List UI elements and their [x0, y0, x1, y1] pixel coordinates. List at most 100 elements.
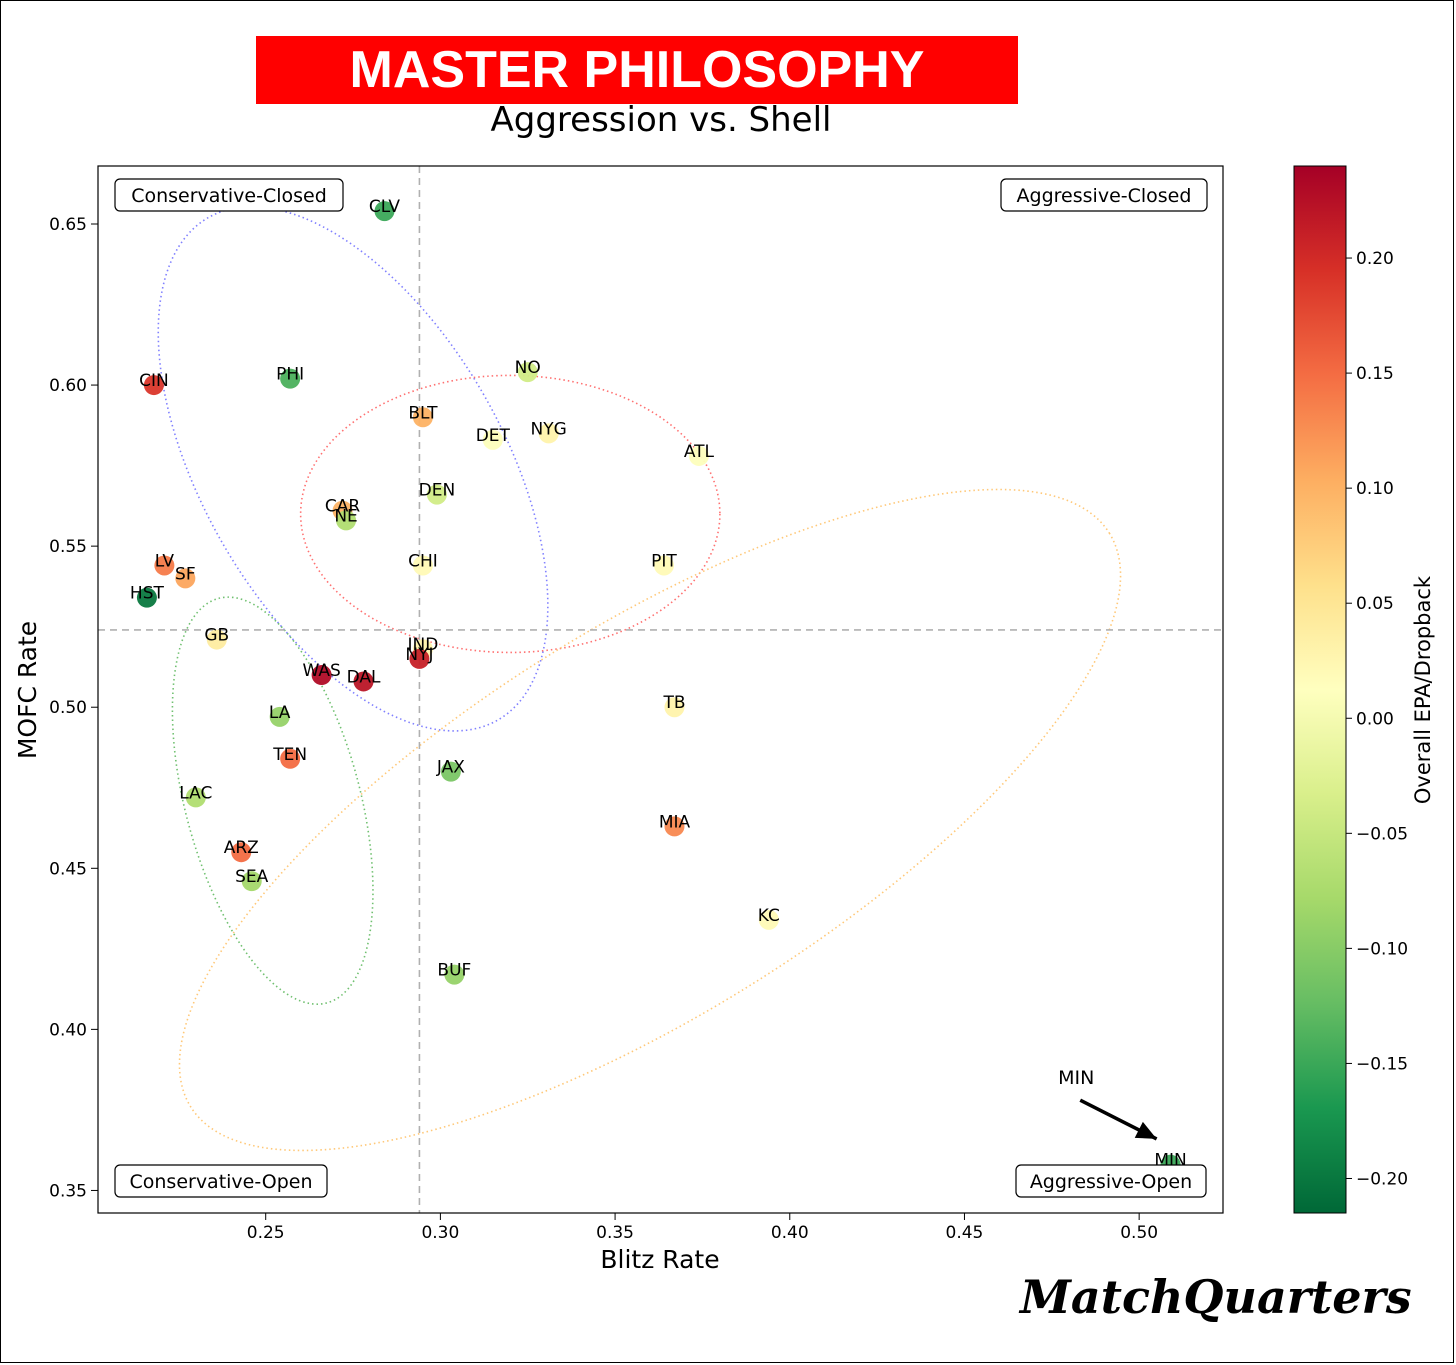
label-buf: BUF	[437, 961, 471, 981]
label-sea: SEA	[235, 867, 269, 887]
point-blt	[412, 407, 433, 428]
point-dal	[353, 671, 374, 692]
point-mia	[664, 816, 685, 837]
point-no	[517, 362, 538, 383]
label-ne: NE	[334, 506, 357, 526]
point-det	[482, 429, 503, 450]
cluster-ellipse-2	[299, 374, 721, 654]
label-la: LA	[269, 703, 291, 723]
point-la	[269, 706, 290, 727]
label-ind: IND	[408, 635, 439, 655]
label-pit: PIT	[651, 551, 677, 571]
label-det: DET	[476, 426, 511, 446]
point-den	[426, 484, 447, 505]
colorbar-tick-label: 0.05	[1356, 594, 1394, 614]
cluster-ellipse-3	[178, 488, 1122, 1152]
colorbar-tick-label: 0.00	[1356, 709, 1394, 729]
y-tick-label: 0.55	[49, 537, 87, 557]
x-tick-label: 0.30	[421, 1223, 459, 1243]
colorbar-label: Overall EPA/Dropback	[1411, 575, 1435, 804]
annotation-text: MIN	[1058, 1067, 1094, 1089]
quadrant-label-aggressive-closed-box	[1000, 178, 1208, 212]
label-phi: PHI	[276, 365, 304, 385]
plot-area-border	[97, 165, 1224, 1214]
chart-subtitle: Aggression vs. Shell	[490, 100, 832, 140]
x-tick-label: 0.35	[596, 1223, 634, 1243]
colorbar-tick-label: −0.20	[1356, 1169, 1408, 1189]
quadrant-label-aggressive-open-box	[1015, 1164, 1207, 1198]
point-nyj	[409, 648, 430, 669]
cluster-ellipse-1	[157, 205, 549, 732]
x-tick-label: 0.40	[771, 1223, 809, 1243]
cluster-ellipse-4	[171, 596, 374, 1005]
point-arz	[231, 842, 252, 863]
point-gb	[206, 629, 227, 650]
point-hst	[136, 587, 157, 608]
colorbar-tick-label: −0.05	[1356, 824, 1408, 844]
label-clv: CLV	[369, 197, 400, 217]
quadrant-label-conservative-closed-box	[114, 178, 344, 212]
quadrant-labels: Conservative-Closed Aggressive-Closed Cons…	[114, 178, 1208, 1198]
colorbar-tick-label: −0.10	[1356, 939, 1408, 959]
colorbar-tick-label: 0.15	[1356, 364, 1394, 384]
quadrant-label-conservative-open: Conservative-Open	[129, 1171, 312, 1193]
x-tick-label: 0.45	[946, 1223, 984, 1243]
point-lv	[154, 555, 175, 576]
point-sf	[175, 568, 196, 589]
annotation-arrow-head	[1134, 1121, 1157, 1139]
label-gb: GB	[204, 626, 229, 646]
label-cin: CIN	[139, 371, 169, 391]
point-sea	[241, 871, 262, 892]
point-tb	[664, 697, 685, 718]
label-lac: LAC	[179, 783, 212, 803]
point-clv	[374, 201, 395, 222]
x-axis: 0.25 0.30 0.35 0.40 0.45 0.50	[247, 1213, 1158, 1243]
y-tick-label: 0.65	[49, 215, 87, 235]
label-den: DEN	[419, 481, 456, 501]
y-axis-label: MOFC Rate	[13, 621, 42, 759]
quadrant-label-aggressive-open: Aggressive-Open	[1030, 1171, 1192, 1193]
label-dal: DAL	[347, 667, 381, 687]
point-phi	[280, 368, 301, 389]
point-was	[311, 665, 332, 686]
point-ne	[336, 510, 357, 531]
colorbar-tick-label: −0.15	[1356, 1054, 1408, 1074]
colorbar-tick-label: 0.10	[1356, 479, 1394, 499]
x-tick-label: 0.25	[247, 1223, 285, 1243]
quadrant-lines	[98, 166, 1223, 1213]
y-tick-label: 0.50	[49, 698, 87, 718]
y-tick-label: 0.40	[49, 1020, 87, 1040]
label-tb: TB	[662, 693, 685, 713]
label-arz: ARZ	[224, 838, 259, 858]
point-pit	[653, 555, 674, 576]
title-banner-text: MASTER PHILOSOPHY	[349, 41, 925, 99]
point-nyg	[538, 423, 559, 444]
point-jax	[440, 761, 461, 782]
cluster-ellipses	[157, 205, 1122, 1152]
point-cin	[143, 375, 164, 396]
label-chi: CHI	[408, 551, 438, 571]
label-mia: MIA	[659, 812, 691, 832]
label-ten: TEN	[272, 745, 307, 765]
point-chi	[412, 555, 433, 576]
y-axis: 0.35 0.40 0.45 0.50 0.55 0.60 0.65	[49, 215, 98, 1201]
label-sf: SF	[175, 564, 196, 584]
brand-logo: MatchQuarters	[1020, 1270, 1412, 1324]
data-points	[136, 201, 1181, 1175]
quadrant-label-conservative-open-box	[114, 1164, 328, 1198]
label-atl: ATL	[684, 442, 715, 462]
label-blt: BLT	[408, 403, 438, 423]
label-kc: KC	[758, 906, 780, 926]
colorbar	[1293, 165, 1347, 1214]
colorbar-tick-label: 0.20	[1356, 249, 1394, 269]
colorbar-ticks: 0.20 0.15 0.10 0.05 0.00 −0.05 −0.10 −0.15 −0.20	[1346, 249, 1408, 1189]
label-nyj: NYJ	[405, 645, 433, 665]
y-tick-label: 0.35	[49, 1181, 87, 1201]
min-annotation: MIN	[1058, 1067, 1158, 1141]
x-axis-label: Blitz Rate	[600, 1245, 719, 1274]
point-ten	[280, 748, 301, 769]
label-car: CAR	[325, 497, 360, 517]
